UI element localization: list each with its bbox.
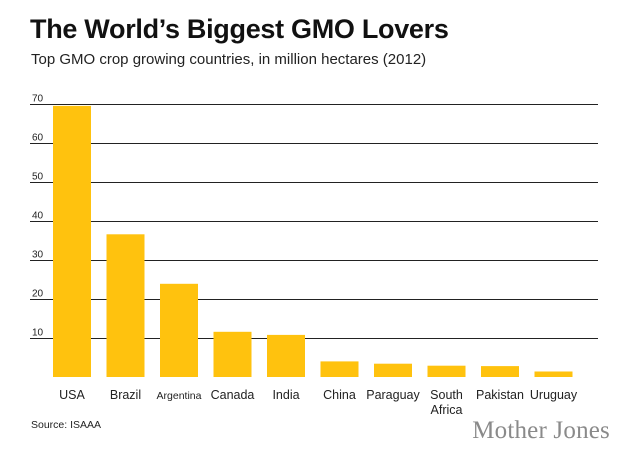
gridlines bbox=[30, 104, 598, 339]
x-tick-label: Canada bbox=[211, 388, 255, 402]
y-tick-label: 70 bbox=[32, 94, 44, 105]
x-tick-label: Argentina bbox=[157, 390, 202, 402]
bar-south-africa bbox=[427, 365, 466, 377]
bar-pakistan bbox=[481, 366, 519, 377]
y-tick-label: 40 bbox=[32, 211, 44, 222]
bar-china bbox=[320, 361, 359, 377]
x-category-labels: USA Brazil Argentina Canada India China Paragu… bbox=[59, 388, 578, 417]
mother-jones-logo: Mother Jones bbox=[472, 417, 610, 444]
bar-brazil bbox=[106, 234, 145, 377]
x-tick-label: Paraguay bbox=[366, 388, 420, 402]
bar-canada bbox=[213, 331, 252, 377]
bar-uruguay bbox=[534, 371, 573, 377]
bars bbox=[53, 105, 573, 378]
x-tick-label: Uruguay bbox=[530, 388, 578, 402]
bar-india bbox=[267, 334, 305, 377]
chart-title: The World’s Biggest GMO Lovers bbox=[30, 14, 449, 44]
chart-subtitle: Top GMO crop growing countries, in milli… bbox=[31, 51, 427, 68]
source-note: Source: ISAAA bbox=[31, 419, 102, 431]
bar-paraguay bbox=[374, 363, 412, 377]
y-tick-label: 50 bbox=[32, 172, 44, 183]
x-tick-label: Brazil bbox=[110, 388, 141, 402]
y-tick-label: 10 bbox=[32, 328, 44, 339]
x-tick-label: China bbox=[323, 388, 356, 402]
x-tick-label: South Africa bbox=[430, 388, 463, 417]
y-tick-label: 30 bbox=[32, 250, 44, 261]
x-tick-label: Pakistan bbox=[476, 388, 524, 402]
y-tick-label: 60 bbox=[32, 133, 44, 144]
bar-argentina bbox=[160, 283, 198, 377]
x-tick-label: USA bbox=[59, 388, 85, 402]
y-tick-label: 20 bbox=[32, 289, 44, 300]
bar-usa bbox=[53, 105, 91, 378]
x-tick-label: India bbox=[272, 388, 299, 402]
y-tick-labels: 10 20 30 40 50 60 70 bbox=[32, 94, 44, 339]
